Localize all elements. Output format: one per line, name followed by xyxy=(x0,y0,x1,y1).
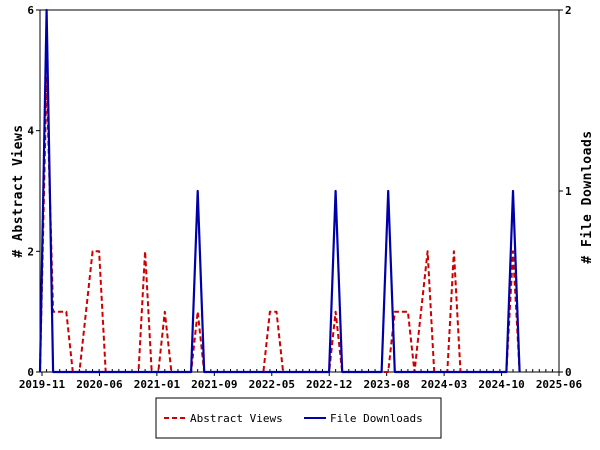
y-axis-right-title: # File Downloads xyxy=(580,130,595,263)
y-left-tick-label: 4 xyxy=(27,125,34,138)
x-tick-label: 2022-05 xyxy=(249,378,295,391)
y-left-tick-label: 6 xyxy=(27,4,34,17)
y-right-tick-label: 1 xyxy=(565,185,572,198)
legend-label-file-downloads: File Downloads xyxy=(330,412,423,425)
x-tick-label: 2023-08 xyxy=(363,378,409,391)
x-tick-label: 2022-12 xyxy=(306,378,352,391)
y-right-tick-label: 2 xyxy=(565,4,572,17)
y-right-tick-label: 0 xyxy=(565,366,572,379)
x-tick-label: 2024-10 xyxy=(478,378,524,391)
y-left-tick-label: 0 xyxy=(27,366,34,379)
legend: Abstract Views File Downloads xyxy=(155,397,442,439)
y-axis-left-title: # Abstract Views xyxy=(11,124,26,257)
plot-frame xyxy=(39,9,560,373)
series-line-file-downloads xyxy=(38,8,521,374)
x-tick-label: 2020-06 xyxy=(76,378,123,391)
series-line-abstract-views xyxy=(39,75,521,373)
y-left-tick-label: 2 xyxy=(27,245,34,258)
x-tick-label: 2019-11 xyxy=(19,378,66,391)
x-tick-label: 2021-01 xyxy=(134,378,181,391)
legend-label-abstract-views: Abstract Views xyxy=(190,412,283,425)
legend-frame xyxy=(155,397,442,439)
x-tick-label: 2021-09 xyxy=(191,378,237,391)
x-tick-label: 2024-03 xyxy=(421,378,467,391)
x-tick-label: 2025-06 xyxy=(536,378,583,391)
